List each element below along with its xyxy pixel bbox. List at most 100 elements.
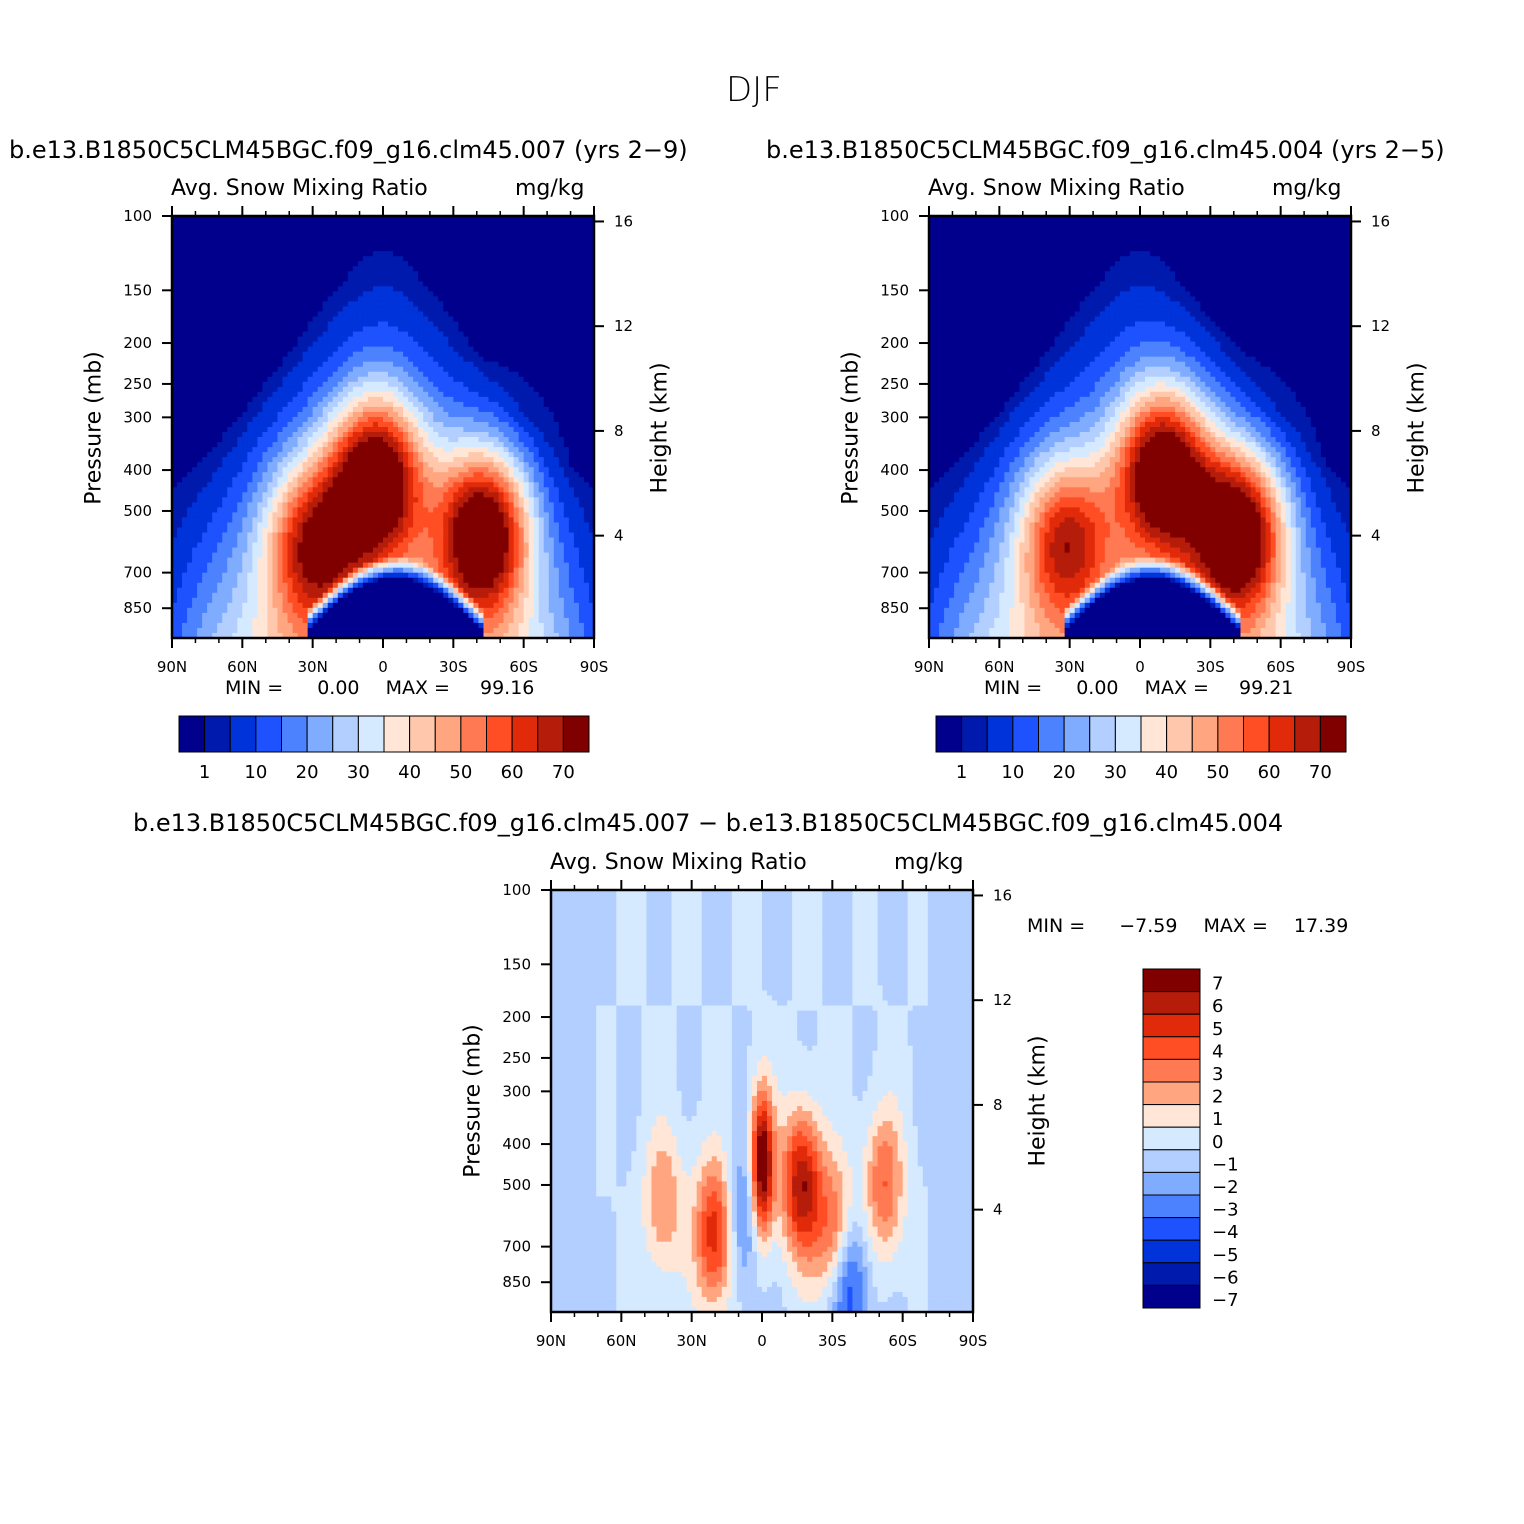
- heatmap-cell: [297, 557, 304, 564]
- heatmap-cell: [242, 627, 248, 634]
- heatmap-cell: [443, 517, 449, 524]
- heatmap-cell: [357, 306, 364, 313]
- heatmap-cell: [342, 512, 349, 519]
- heatmap-cell: [217, 577, 223, 584]
- heatmap-cell: [187, 427, 193, 433]
- heatmap-cell: [458, 411, 464, 418]
- heatmap-cell: [377, 437, 384, 443]
- heatmap-cell: [342, 487, 349, 493]
- heatmap-cell: [277, 276, 284, 282]
- heatmap-cell: [347, 582, 354, 589]
- heatmap-cell: [468, 241, 475, 247]
- heatmap-cell: [398, 306, 404, 313]
- heatmap-cell: [438, 582, 444, 589]
- heatmap-cell: [367, 592, 374, 599]
- heatmap-cell: [177, 557, 183, 564]
- heatmap-cell: [212, 401, 218, 408]
- heatmap-cell: [177, 396, 183, 403]
- heatmap-cell: [217, 291, 223, 297]
- heatmap-cell: [418, 492, 424, 498]
- heatmap-cell: [202, 592, 208, 599]
- heatmap-cell: [202, 406, 208, 413]
- heatmap-cell: [217, 236, 223, 242]
- heatmap-cell: [207, 276, 213, 282]
- heatmap-cell: [222, 447, 228, 453]
- heatmap-cell: [337, 492, 344, 498]
- heatmap-cell: [433, 231, 439, 237]
- heatmap-cell: [377, 462, 384, 468]
- heatmap-cell: [242, 416, 248, 423]
- heatmap-cell: [463, 627, 469, 634]
- heatmap-cell: [222, 306, 228, 313]
- heatmap-cell: [418, 291, 424, 297]
- heatmap-cell: [182, 281, 188, 287]
- heatmap-cell: [217, 361, 223, 368]
- heatmap-cell: [453, 532, 459, 539]
- heatmap-cell: [458, 477, 464, 483]
- heatmap-cell: [242, 607, 248, 614]
- heatmap-cell: [377, 221, 384, 227]
- heatmap-cell: [453, 552, 459, 559]
- heatmap-cell: [393, 386, 399, 393]
- heatmap-cell: [458, 532, 464, 539]
- heatmap-cell: [292, 296, 299, 302]
- heatmap-cell: [297, 276, 304, 282]
- heatmap-cell: [187, 376, 193, 383]
- heatmap-cell: [252, 366, 258, 373]
- heatmap-cell: [413, 381, 419, 388]
- heatmap-cell: [418, 301, 424, 308]
- heatmap-cell: [317, 577, 324, 584]
- heatmap-cell: [227, 517, 233, 524]
- heatmap-cell: [377, 472, 384, 478]
- heatmap-cell: [252, 351, 258, 358]
- heatmap-cell: [172, 391, 178, 398]
- heatmap-cell: [287, 537, 294, 544]
- heatmap-cell: [327, 432, 334, 438]
- heatmap-cell: [453, 437, 459, 443]
- heatmap-cell: [362, 396, 369, 403]
- heatmap-cell: [202, 607, 208, 614]
- heatmap-cell: [393, 627, 399, 634]
- heatmap-cell: [262, 246, 269, 252]
- heatmap-cell: [448, 261, 454, 267]
- heatmap-cell: [217, 381, 223, 388]
- heatmap-cell: [177, 467, 183, 473]
- heatmap-cell: [197, 632, 203, 639]
- heatmap-cell: [332, 632, 339, 639]
- heatmap-cell: [342, 231, 349, 237]
- heatmap-cell: [403, 256, 409, 262]
- heatmap-cell: [428, 251, 434, 257]
- heatmap-cell: [287, 411, 294, 418]
- heatmap-cell: [317, 497, 324, 503]
- heatmap-cell: [257, 487, 264, 493]
- heatmap-cell: [322, 552, 329, 559]
- heatmap-cell: [362, 291, 369, 297]
- heatmap-cell: [453, 271, 459, 277]
- heatmap-cell: [297, 612, 304, 619]
- heatmap-cell: [182, 492, 188, 498]
- heatmap-cell: [448, 482, 454, 488]
- heatmap-cell: [277, 381, 284, 388]
- heatmap-cell: [172, 452, 178, 458]
- heatmap-cell: [202, 386, 208, 393]
- heatmap-cell: [212, 602, 218, 609]
- heatmap-cell: [453, 356, 459, 363]
- heatmap-cell: [398, 507, 404, 513]
- heatmap-cell: [197, 231, 203, 237]
- heatmap-cell: [267, 236, 274, 242]
- heatmap-cell: [282, 231, 289, 237]
- heatmap-cell: [463, 246, 469, 252]
- heatmap-cell: [418, 421, 424, 428]
- heatmap-cell: [327, 326, 334, 333]
- heatmap-cell: [212, 246, 218, 252]
- heatmap-cell: [463, 602, 469, 609]
- heatmap-cell: [192, 467, 198, 473]
- heatmap-cell: [202, 432, 208, 438]
- heatmap-cell: [187, 221, 193, 227]
- heatmap-cell: [197, 602, 203, 609]
- heatmap-cell: [413, 301, 419, 308]
- heatmap-cell: [357, 607, 364, 614]
- heatmap-cell: [327, 597, 334, 604]
- heatmap-cell: [267, 552, 274, 559]
- heatmap-cell: [277, 356, 284, 363]
